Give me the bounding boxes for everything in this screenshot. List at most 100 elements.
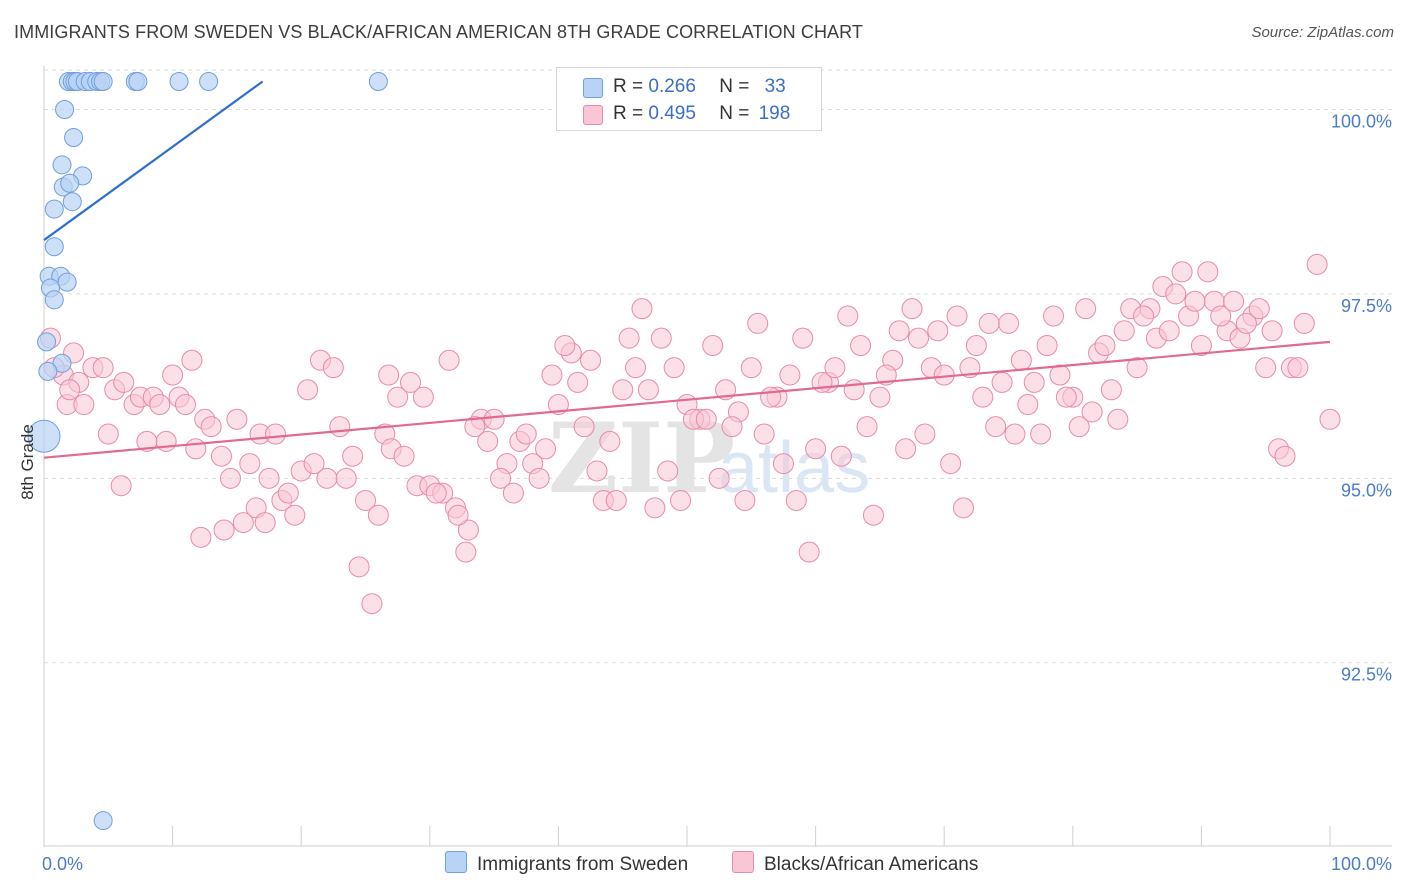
pink-point: [792, 327, 814, 349]
pink-point: [1094, 335, 1116, 357]
pink-point: [830, 445, 852, 467]
pink-point: [862, 504, 884, 526]
pink-point: [927, 320, 949, 342]
pink-point: [875, 364, 897, 386]
pink-point: [772, 453, 794, 475]
gridlines: [44, 69, 1392, 664]
pink-point: [670, 489, 692, 511]
legend-swatch-pink: [583, 105, 603, 125]
pink-point: [155, 430, 177, 452]
pink-point: [1036, 335, 1058, 357]
pink-point: [258, 467, 280, 489]
pink-point: [1100, 379, 1122, 401]
pink-point: [515, 423, 537, 445]
pink-point: [1165, 283, 1187, 305]
pink-point: [952, 497, 974, 519]
pink-point: [618, 327, 640, 349]
pink-point: [1190, 335, 1212, 357]
pink-point: [149, 394, 171, 416]
pink-point: [1255, 357, 1277, 379]
series-sweden-points: [27, 71, 388, 831]
pink-point: [1055, 386, 1077, 408]
blue-point: [38, 361, 58, 381]
pink-point: [1081, 401, 1103, 423]
pink-point: [547, 394, 569, 416]
pink-point: [174, 394, 196, 416]
pink-point: [599, 430, 621, 452]
pink-point: [322, 357, 344, 379]
pink-point: [1158, 320, 1180, 342]
pink-point: [1107, 408, 1129, 430]
y-axis-label: 8th Grade: [18, 424, 37, 500]
pink-point: [586, 460, 608, 482]
blue-point: [57, 272, 77, 292]
pink-point: [1068, 416, 1090, 438]
pink-point: [708, 467, 730, 489]
pink-point: [567, 371, 589, 393]
pink-point: [502, 482, 524, 504]
pink-point: [740, 357, 762, 379]
pink-point: [695, 408, 717, 430]
pink-point: [185, 438, 207, 460]
pink-point: [425, 482, 447, 504]
pink-point: [625, 357, 647, 379]
pink-point: [219, 467, 241, 489]
pink-point: [387, 386, 409, 408]
pink-point: [367, 504, 389, 526]
pink-point: [888, 320, 910, 342]
pink-point: [972, 386, 994, 408]
pink-point: [985, 416, 1007, 438]
pink-point: [1197, 261, 1219, 283]
pink-point: [798, 541, 820, 563]
pink-point: [400, 371, 422, 393]
pink-point: [264, 423, 286, 445]
pink-point: [856, 416, 878, 438]
pink-point: [1171, 261, 1193, 283]
pink-point: [59, 379, 81, 401]
legend-r-label-1: R =: [613, 76, 649, 97]
blue-point: [37, 332, 57, 352]
pink-point: [1223, 290, 1245, 312]
pink-point: [1248, 298, 1270, 320]
pink-point: [1049, 364, 1071, 386]
pink-point: [303, 453, 325, 475]
pink-point: [490, 467, 512, 489]
pink-point: [612, 379, 634, 401]
pink-point: [1133, 305, 1155, 327]
blue-point: [44, 290, 64, 310]
pink-point: [805, 438, 827, 460]
blue-point: [44, 199, 64, 219]
x-tick-label-max: 100.0%: [1331, 854, 1392, 874]
pink-point: [181, 349, 203, 371]
bottom-legend-blacks: Blacks/African Americans: [732, 851, 978, 876]
series-blacks-points: [39, 253, 1341, 615]
pink-point: [447, 504, 469, 526]
pink-point: [113, 371, 135, 393]
pink-point: [455, 541, 477, 563]
correlation-legend: R = 0.266 N = 33 R = 0.495 N = 198: [556, 67, 822, 131]
pink-point: [483, 408, 505, 430]
source-credit: Source: ZipAtlas.com: [1251, 24, 1394, 41]
pink-point: [284, 504, 306, 526]
pink-point: [73, 394, 95, 416]
pink-point: [438, 349, 460, 371]
pink-point: [940, 453, 962, 475]
pink-point: [297, 379, 319, 401]
pink-point: [1023, 371, 1045, 393]
x-tick-label-min: 0.0%: [42, 854, 83, 874]
axis-ticks: 92.5% 95.0% 97.5% 100.0% 0.0% 100.0%: [42, 112, 1392, 874]
pink-point: [554, 335, 576, 357]
blue-point: [93, 811, 113, 831]
blue-point: [128, 71, 148, 91]
blue-point: [64, 128, 84, 148]
y-tick-label: 97.5%: [1341, 296, 1392, 316]
pink-point: [316, 467, 338, 489]
pink-point: [464, 416, 486, 438]
pink-point: [637, 379, 659, 401]
pink-point: [335, 467, 357, 489]
pink-point: [753, 423, 775, 445]
pink-point: [1293, 312, 1315, 334]
pink-point: [361, 593, 383, 615]
pink-point: [355, 489, 376, 511]
blue-point: [368, 71, 388, 91]
